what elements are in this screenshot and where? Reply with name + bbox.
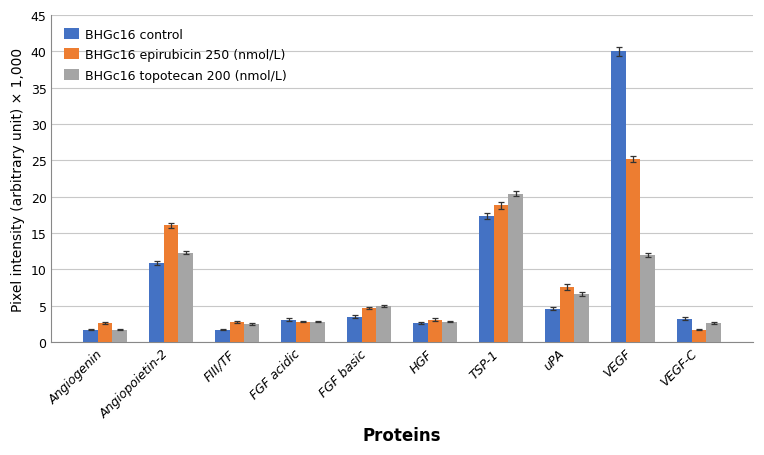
Bar xyxy=(149,263,163,342)
Bar xyxy=(112,330,127,342)
Bar xyxy=(83,330,98,342)
Y-axis label: Pixel intensity (arbitrary unit) × 1,000: Pixel intensity (arbitrary unit) × 1,000 xyxy=(11,47,25,311)
Bar xyxy=(442,322,457,342)
Bar xyxy=(707,324,721,342)
Bar xyxy=(178,253,193,342)
Bar xyxy=(348,317,362,342)
Bar xyxy=(428,320,442,342)
Bar xyxy=(413,324,428,342)
Bar xyxy=(692,330,707,342)
Bar xyxy=(479,217,494,342)
Bar xyxy=(163,226,178,342)
Bar xyxy=(508,194,523,342)
Bar xyxy=(230,322,244,342)
Bar xyxy=(215,330,230,342)
Bar xyxy=(244,324,259,342)
Bar xyxy=(575,294,589,342)
Bar xyxy=(494,206,508,342)
Bar xyxy=(310,322,325,342)
Bar xyxy=(611,52,626,342)
Legend: BHGc16 control, BHGc16 epirubicin 250 (nmol/L), BHGc16 topotecan 200 (nmol/L): BHGc16 control, BHGc16 epirubicin 250 (n… xyxy=(57,22,293,89)
Bar xyxy=(362,308,377,342)
Bar xyxy=(281,320,296,342)
Bar xyxy=(678,319,692,342)
Bar xyxy=(640,255,655,342)
Bar xyxy=(626,160,640,342)
Bar xyxy=(377,306,391,342)
Bar xyxy=(545,309,560,342)
Bar xyxy=(296,322,310,342)
Bar xyxy=(560,287,575,342)
Bar xyxy=(98,324,112,342)
X-axis label: Proteins: Proteins xyxy=(363,426,442,444)
